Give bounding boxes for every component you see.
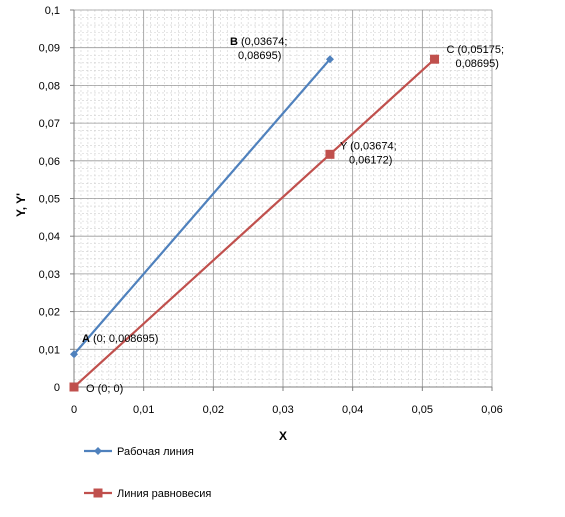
x-tick-label: 0,06 <box>481 404 502 416</box>
point-label: 0,08695) <box>456 58 499 70</box>
point-label: C (0,05175; <box>447 44 504 56</box>
point-label-coords: (0,03674; <box>238 36 288 48</box>
y-tick-label: 0,1 <box>45 5 60 17</box>
point-label-coords: (0; 0,008695) <box>90 333 159 345</box>
data-point-square <box>325 149 335 159</box>
data-point-square <box>93 488 103 498</box>
legend-label: Рабочая линия <box>117 446 194 458</box>
point-label: O (0; 0) <box>86 383 123 395</box>
point-label-letter: A <box>82 333 90 345</box>
series-line <box>73 58 331 355</box>
x-tick-label: 0,03 <box>272 404 293 416</box>
data-point-square <box>430 54 440 64</box>
x-axis-label: X <box>279 429 287 443</box>
tick-labels: 0 0,01 0,02 0,03 0,04 0,05 0,06 0 0,01 0,02 0,03 0,… <box>39 5 503 416</box>
data-point-diamond <box>94 447 102 455</box>
point-label-letter: B <box>230 36 238 48</box>
x-tick-label: 0,04 <box>342 404 363 416</box>
y-axis-label: Y, Y' <box>14 193 28 217</box>
point-label: 0,08695) <box>238 50 281 62</box>
data-point-square <box>69 382 79 392</box>
y-tick-label: 0,05 <box>39 194 60 206</box>
x-tick-label: 0,01 <box>133 404 154 416</box>
series <box>69 54 440 392</box>
y-tick-label: 0,06 <box>39 156 60 168</box>
point-label: Y (0,03674; <box>340 140 397 152</box>
x-tick-label: 0,05 <box>412 404 433 416</box>
x-tick-label: 0,02 <box>203 404 224 416</box>
x-tick-label: 0 <box>71 404 77 416</box>
grid <box>73 9 493 388</box>
point-label: 0,06172) <box>349 154 392 166</box>
y-tick-label: 0,03 <box>39 269 60 281</box>
y-tick-label: 0 <box>54 382 60 394</box>
y-tick-label: 0,04 <box>39 231 60 243</box>
y-tick-label: 0,09 <box>39 43 60 55</box>
y-tick-label: 0,02 <box>39 307 60 319</box>
y-tick-label: 0,08 <box>39 80 60 92</box>
y-tick-label: 0,07 <box>39 118 60 130</box>
point-labels: A (0; 0,008695) B (0,03674; 0,08695) O (0; … <box>82 36 504 395</box>
data-point-diamond <box>325 55 334 64</box>
legend-label: Линия равновесия <box>117 488 211 500</box>
legend: Рабочая линия Линия равновесия <box>84 446 211 500</box>
y-tick-label: 0,01 <box>39 344 60 356</box>
point-label: B (0,03674; <box>230 36 287 48</box>
data-point-diamond <box>70 350 78 359</box>
point-label: A (0; 0,008695) <box>82 333 158 345</box>
